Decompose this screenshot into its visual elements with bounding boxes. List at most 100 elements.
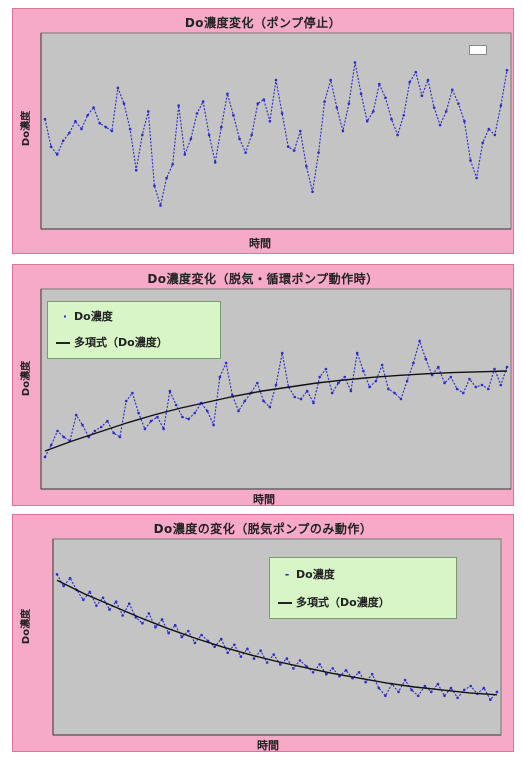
data-point — [218, 375, 222, 379]
data-point — [449, 686, 453, 690]
data-point — [349, 389, 353, 393]
data-point — [292, 149, 296, 152]
chart-title: Do濃度の変化（脱気ポンプのみ動作） — [153, 522, 373, 536]
data-point — [285, 657, 289, 660]
data-point — [396, 133, 399, 137]
data-point — [280, 112, 284, 115]
data-point — [183, 153, 187, 156]
data-point — [457, 102, 460, 105]
data-point — [359, 92, 363, 96]
data-point — [243, 399, 247, 403]
data-point — [99, 425, 103, 429]
data-point — [474, 385, 478, 389]
data-point — [469, 159, 472, 162]
data-point — [131, 391, 134, 395]
data-point — [380, 363, 384, 367]
data-point — [362, 369, 365, 373]
data-point — [219, 637, 223, 641]
data-point — [74, 119, 77, 123]
data-point — [256, 102, 260, 105]
data-point — [200, 633, 203, 637]
data-point — [493, 133, 497, 137]
data-point — [56, 429, 59, 433]
data-point — [159, 204, 162, 207]
data-point — [93, 429, 97, 433]
data-point — [220, 125, 223, 129]
data-point — [311, 190, 314, 194]
data-point — [418, 339, 421, 343]
data-point — [272, 653, 276, 656]
data-point — [420, 94, 424, 97]
data-point — [462, 688, 466, 692]
trend-line — [44, 370, 508, 452]
data-point — [189, 137, 193, 141]
data-point — [505, 365, 509, 369]
data-point — [127, 602, 131, 605]
data-point — [141, 133, 144, 137]
data-point — [505, 68, 509, 72]
data-point — [173, 623, 177, 627]
data-point — [55, 153, 59, 156]
data-point — [370, 672, 374, 676]
data-point — [344, 669, 348, 672]
data-point — [238, 137, 241, 141]
data-point — [487, 387, 490, 391]
data-point — [226, 92, 229, 96]
plot-area — [52, 538, 502, 736]
data-point — [372, 110, 375, 113]
data-point — [312, 401, 315, 405]
data-point — [274, 78, 278, 82]
data-point — [181, 415, 184, 419]
plot-area — [40, 32, 512, 230]
data-point — [426, 78, 430, 82]
data-point — [357, 671, 361, 674]
data-point — [412, 361, 415, 365]
data-point — [455, 387, 459, 391]
data-point — [397, 690, 400, 694]
data-point — [82, 598, 85, 602]
data-point — [165, 176, 168, 180]
data-point — [68, 576, 72, 580]
data-point — [118, 435, 122, 439]
data-point — [318, 375, 322, 379]
data-point — [335, 106, 339, 109]
data-point — [61, 139, 65, 143]
data-point — [432, 106, 436, 109]
data-point — [134, 168, 138, 172]
data-point — [475, 176, 478, 180]
data-point — [468, 377, 471, 381]
data-point — [149, 419, 153, 423]
data-point — [74, 413, 78, 417]
data-point — [213, 645, 216, 649]
data-point — [286, 145, 290, 148]
data-point — [244, 151, 247, 154]
data-point — [355, 351, 359, 355]
data-point — [124, 399, 128, 403]
data-point — [154, 625, 157, 629]
data-point — [122, 102, 126, 105]
legend-box — [469, 45, 487, 55]
data-point — [128, 127, 132, 131]
legend-entry: 多項式（Do濃度） — [56, 334, 168, 350]
data-point — [106, 419, 109, 423]
data-point — [147, 612, 151, 615]
data-point — [114, 600, 118, 603]
data-point — [489, 698, 492, 701]
data-point — [171, 163, 174, 166]
data-point — [212, 423, 215, 427]
data-point — [262, 98, 266, 101]
data-point — [187, 629, 190, 633]
data-point — [121, 614, 124, 617]
data-point — [262, 399, 265, 403]
data-point — [329, 78, 333, 82]
data-point — [231, 393, 234, 397]
data-point — [436, 682, 440, 686]
data-point — [256, 381, 259, 385]
data-point — [55, 573, 59, 576]
chart-title: Do濃度変化（ポンプ停止） — [184, 16, 342, 30]
data-point — [279, 663, 282, 666]
data-point — [338, 674, 341, 678]
data-point — [153, 184, 156, 188]
data-point — [195, 112, 199, 115]
data-point — [246, 647, 249, 651]
